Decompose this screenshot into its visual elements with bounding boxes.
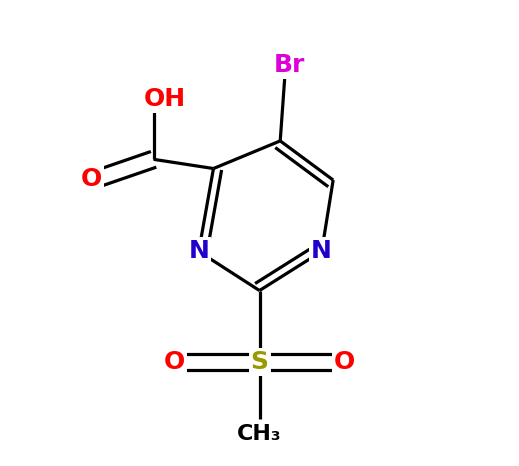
Text: O: O	[81, 167, 102, 191]
Text: O: O	[163, 350, 185, 374]
Text: OH: OH	[144, 88, 186, 111]
Text: CH₃: CH₃	[237, 424, 282, 444]
Text: O: O	[334, 350, 356, 374]
Text: S: S	[251, 350, 268, 374]
Text: N: N	[311, 240, 332, 263]
Text: N: N	[188, 240, 209, 263]
Text: Br: Br	[274, 53, 305, 77]
